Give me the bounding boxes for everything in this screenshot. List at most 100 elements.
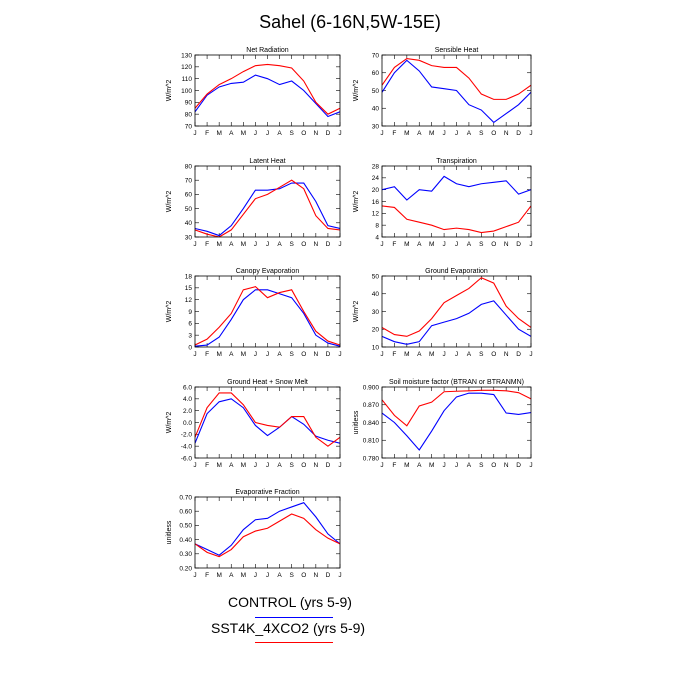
x-tick-label: J bbox=[193, 351, 196, 358]
y-tick-label: -4.0 bbox=[181, 443, 193, 450]
x-tick-label: F bbox=[205, 572, 209, 579]
x-tick-label: N bbox=[504, 462, 509, 469]
x-tick-label: M bbox=[241, 462, 246, 469]
series-line-control bbox=[195, 398, 340, 444]
x-tick-label: D bbox=[516, 462, 521, 469]
x-tick-label: O bbox=[301, 351, 306, 358]
y-tick-label: 50 bbox=[372, 88, 380, 95]
plot-frame bbox=[381, 386, 532, 459]
y-tick-label: 30 bbox=[372, 309, 380, 316]
x-tick-label: A bbox=[467, 462, 472, 469]
y-tick-label: 40 bbox=[372, 106, 380, 113]
x-tick-label: O bbox=[491, 130, 496, 137]
x-tick-label: A bbox=[277, 462, 282, 469]
y-tick-label: 16 bbox=[372, 199, 380, 206]
series-line-control bbox=[382, 392, 531, 451]
figure-title: Sahel (6-16N,5W-15E) bbox=[259, 12, 441, 32]
x-tick-label: A bbox=[467, 241, 472, 248]
y-tick-label: 10 bbox=[372, 344, 380, 351]
y-axis-label: W/m^2 bbox=[353, 80, 360, 102]
x-tick-label: A bbox=[277, 130, 282, 137]
y-tick-label: 28 bbox=[372, 163, 380, 170]
y-tick-label: 30 bbox=[185, 234, 193, 241]
series-line-experiment bbox=[382, 389, 531, 427]
x-tick-label: S bbox=[289, 462, 294, 469]
x-tick-label: A bbox=[417, 241, 422, 248]
x-tick-label: N bbox=[313, 572, 318, 579]
y-tick-label: 0.810 bbox=[363, 438, 380, 445]
x-tick-label: M bbox=[404, 130, 409, 137]
x-tick-label: M bbox=[429, 351, 434, 358]
plot-frame bbox=[381, 54, 532, 127]
x-tick-label: D bbox=[516, 130, 521, 137]
x-tick-label: J bbox=[380, 351, 383, 358]
y-tick-label: 0.780 bbox=[363, 455, 380, 462]
x-tick-label: J bbox=[254, 130, 257, 137]
x-tick-label: N bbox=[313, 462, 318, 469]
x-tick-label: N bbox=[504, 351, 509, 358]
y-tick-label: 4.0 bbox=[183, 396, 192, 403]
y-tick-label: 60 bbox=[372, 70, 380, 77]
x-tick-label: J bbox=[193, 241, 196, 248]
x-tick-label: A bbox=[277, 351, 282, 358]
x-tick-label: D bbox=[326, 130, 331, 137]
y-tick-label: 40 bbox=[372, 291, 380, 298]
x-tick-label: M bbox=[404, 241, 409, 248]
y-tick-label: 0.70 bbox=[179, 494, 192, 501]
y-tick-label: 0.60 bbox=[179, 509, 192, 516]
series-line-experiment bbox=[382, 277, 531, 337]
legend-experiment-label: SST4K_4XCO2 (yrs 5-9) bbox=[211, 620, 366, 636]
x-tick-label: O bbox=[491, 241, 496, 248]
y-tick-label: 130 bbox=[181, 52, 192, 59]
y-tick-label: 0.870 bbox=[363, 402, 380, 409]
series-line-control bbox=[195, 74, 340, 118]
y-tick-label: 70 bbox=[185, 123, 193, 130]
chart-panel-8: Soil moisture factor (BTRAN or BTRANMN) u… bbox=[353, 379, 533, 469]
x-tick-label: A bbox=[229, 351, 234, 358]
y-tick-label: 20 bbox=[372, 327, 380, 334]
x-tick-label: N bbox=[313, 241, 318, 248]
x-tick-label: O bbox=[301, 572, 306, 579]
series-line-control bbox=[382, 300, 531, 345]
chart-title: Canopy Evaporation bbox=[236, 268, 300, 275]
x-tick-label: F bbox=[205, 241, 209, 248]
x-tick-label: M bbox=[429, 130, 434, 137]
y-axis-label: W/m^2 bbox=[353, 301, 360, 323]
plot-frame bbox=[194, 54, 341, 127]
y-tick-label: 20 bbox=[372, 187, 380, 194]
x-tick-label: J bbox=[529, 130, 532, 137]
x-tick-label: J bbox=[254, 462, 257, 469]
y-tick-label: 0.0 bbox=[183, 420, 192, 427]
y-tick-label: 12 bbox=[185, 297, 193, 304]
x-tick-label: J bbox=[380, 130, 383, 137]
x-tick-label: M bbox=[241, 241, 246, 248]
chart-title: Latent Heat bbox=[249, 158, 285, 165]
x-tick-label: A bbox=[229, 130, 234, 137]
x-tick-label: J bbox=[455, 130, 458, 137]
series-line-experiment bbox=[195, 513, 340, 558]
x-tick-label: M bbox=[404, 351, 409, 358]
y-tick-label: 0 bbox=[188, 344, 192, 351]
y-tick-label: -2.0 bbox=[181, 432, 193, 439]
x-tick-label: F bbox=[205, 462, 209, 469]
y-tick-label: 12 bbox=[372, 211, 380, 218]
x-tick-label: J bbox=[266, 462, 269, 469]
plot-frame bbox=[381, 275, 532, 348]
y-tick-label: 0.40 bbox=[179, 537, 192, 544]
x-tick-label: F bbox=[392, 130, 396, 137]
x-tick-label: O bbox=[301, 462, 306, 469]
y-tick-label: 0.900 bbox=[363, 384, 380, 391]
y-tick-label: 70 bbox=[372, 52, 380, 59]
series-line-control bbox=[382, 59, 531, 124]
y-tick-label: 0.30 bbox=[179, 551, 192, 558]
y-tick-label: 70 bbox=[185, 178, 193, 185]
x-tick-label: J bbox=[529, 462, 532, 469]
x-tick-label: J bbox=[254, 351, 257, 358]
y-tick-label: 18 bbox=[185, 273, 193, 280]
y-tick-label: 9 bbox=[188, 309, 192, 316]
